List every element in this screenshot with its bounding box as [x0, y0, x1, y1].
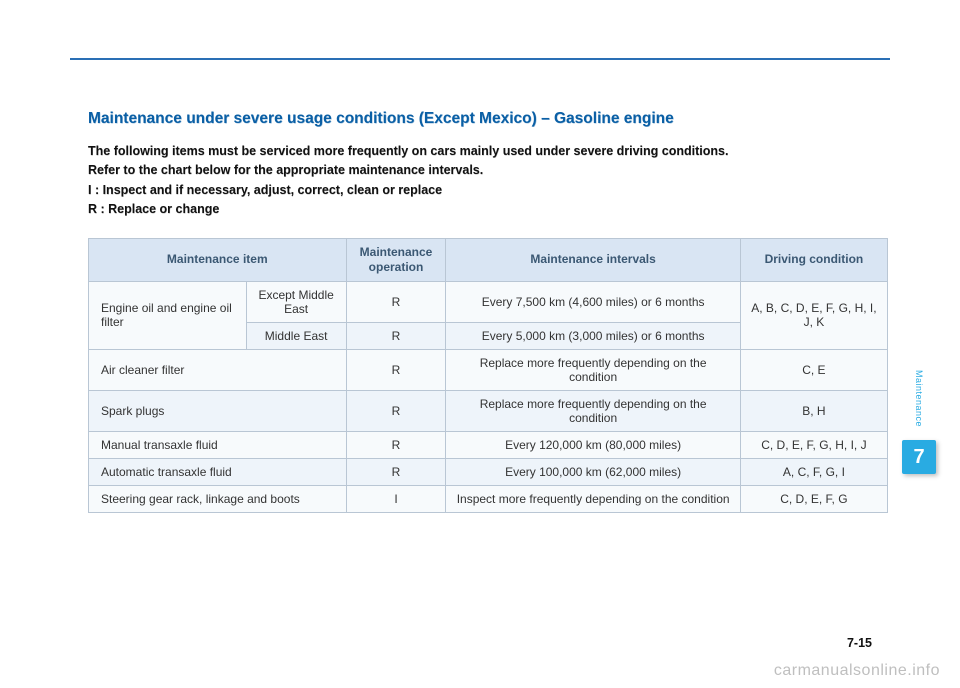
top-divider: [70, 58, 890, 60]
cell-spark-int: Replace more frequently depending on the…: [446, 390, 740, 431]
table-row: Spark plugs R Replace more frequently de…: [89, 390, 888, 431]
page-number: 7-15: [847, 636, 872, 650]
cell-auto-item: Automatic transaxle fluid: [89, 458, 347, 485]
cell-engine-oil-me-sub: Middle East: [246, 322, 346, 349]
table-row: Engine oil and engine oil filter Except …: [89, 281, 888, 322]
intro-block: The following items must be serviced mor…: [88, 142, 888, 220]
side-chapter-tab: Maintenance 7: [888, 370, 950, 474]
cell-spark-op: R: [346, 390, 446, 431]
table-row: Air cleaner filter R Replace more freque…: [89, 349, 888, 390]
cell-air-cond: C, E: [740, 349, 887, 390]
cell-manual-int: Every 120,000 km (80,000 miles): [446, 431, 740, 458]
intro-line-1: The following items must be serviced mor…: [88, 142, 888, 161]
cell-engine-oil-me-op: R: [346, 322, 446, 349]
cell-steer-cond: C, D, E, F, G: [740, 485, 887, 512]
maintenance-table: Maintenance item Maintenance operation M…: [88, 238, 888, 513]
cell-engine-oil-except-int: Every 7,500 km (4,600 miles) or 6 months: [446, 281, 740, 322]
cell-engine-oil-me-int: Every 5,000 km (3,000 miles) or 6 months: [446, 322, 740, 349]
cell-manual-item: Manual transaxle fluid: [89, 431, 347, 458]
header-intervals: Maintenance intervals: [446, 238, 740, 281]
cell-steer-int: Inspect more frequently depending on the…: [446, 485, 740, 512]
cell-air-item: Air cleaner filter: [89, 349, 347, 390]
cell-auto-op: R: [346, 458, 446, 485]
cell-engine-oil-item: Engine oil and engine oil filter: [89, 281, 247, 349]
watermark-text: carmanualsonline.info: [774, 662, 940, 680]
cell-air-int: Replace more frequently depending on the…: [446, 349, 740, 390]
cell-auto-cond: A, C, F, G, I: [740, 458, 887, 485]
cell-steer-op: I: [346, 485, 446, 512]
cell-spark-cond: B, H: [740, 390, 887, 431]
cell-spark-item: Spark plugs: [89, 390, 347, 431]
table-row: Steering gear rack, linkage and boots I …: [89, 485, 888, 512]
intro-line-2: Refer to the chart below for the appropr…: [88, 161, 888, 180]
cell-engine-oil-except-sub: Except Middle East: [246, 281, 346, 322]
side-label: Maintenance: [914, 370, 924, 427]
cell-manual-op: R: [346, 431, 446, 458]
header-condition: Driving condition: [740, 238, 887, 281]
cell-auto-int: Every 100,000 km (62,000 miles): [446, 458, 740, 485]
cell-manual-cond: C, D, E, F, G, H, I, J: [740, 431, 887, 458]
table-header-row: Maintenance item Maintenance operation M…: [89, 238, 888, 281]
header-operation: Maintenance operation: [346, 238, 446, 281]
table-row: Manual transaxle fluid R Every 120,000 k…: [89, 431, 888, 458]
page-content: Maintenance under severe usage condition…: [88, 110, 888, 513]
cell-engine-oil-except-op: R: [346, 281, 446, 322]
cell-air-op: R: [346, 349, 446, 390]
cell-steer-item: Steering gear rack, linkage and boots: [89, 485, 347, 512]
intro-line-3: I : Inspect and if necessary, adjust, co…: [88, 181, 888, 200]
chapter-number-badge: 7: [902, 440, 936, 474]
cell-engine-oil-cond: A, B, C, D, E, F, G, H, I, J, K: [740, 281, 887, 349]
header-item: Maintenance item: [89, 238, 347, 281]
table-row: Automatic transaxle fluid R Every 100,00…: [89, 458, 888, 485]
intro-line-4: R : Replace or change: [88, 200, 888, 219]
section-title: Maintenance under severe usage condition…: [88, 110, 888, 128]
